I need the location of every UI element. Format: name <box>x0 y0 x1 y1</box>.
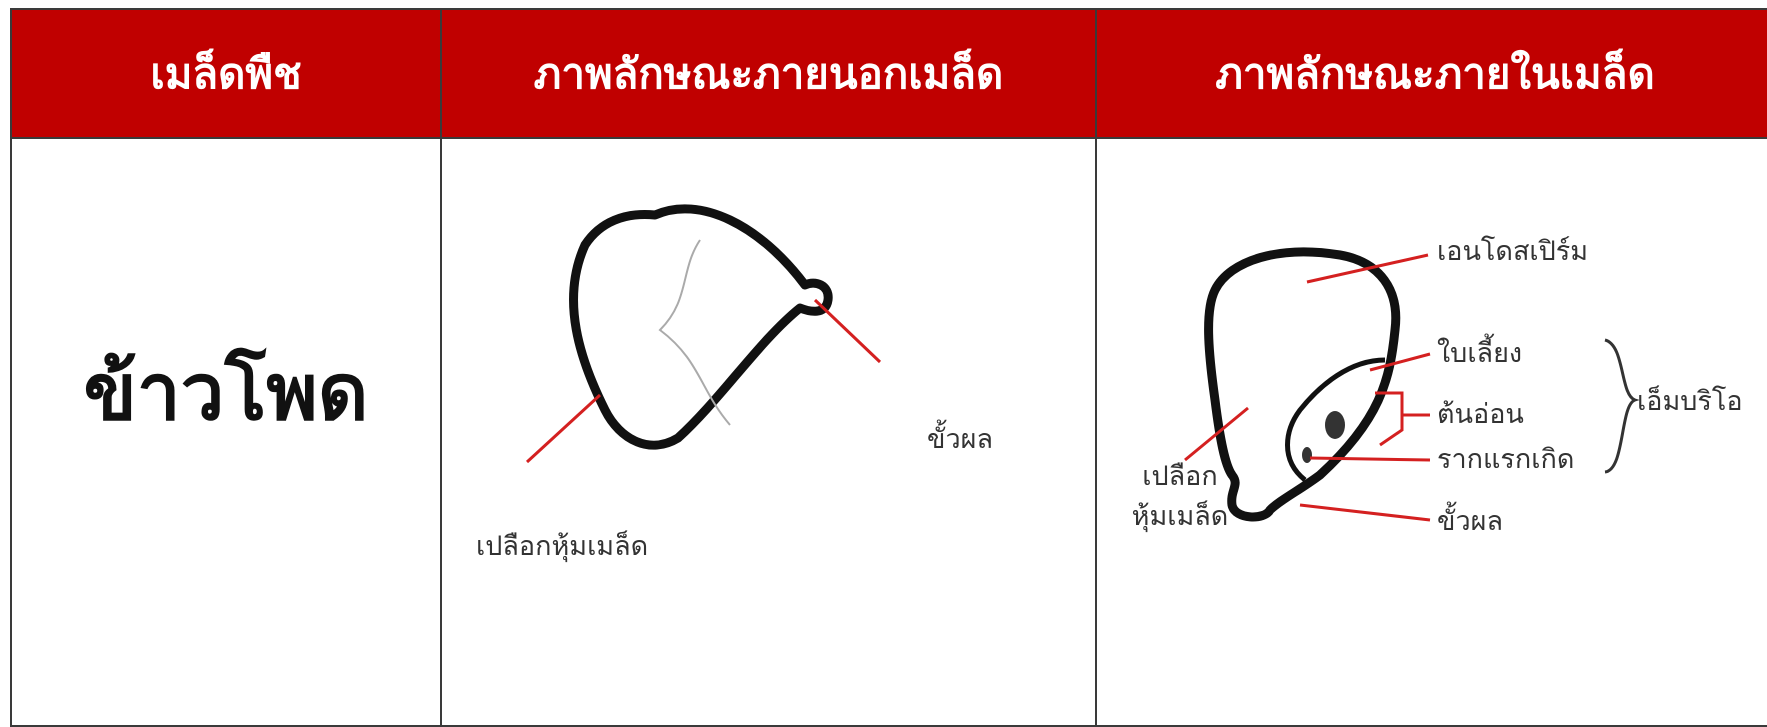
leader-line <box>1309 456 1431 462</box>
label: เอ็มบริโอ <box>1637 383 1743 417</box>
label: เอนโดสเปิร์ม <box>1437 235 1588 267</box>
label: ต้นอ่อน <box>1437 399 1524 430</box>
header-cell: เมล็ดพืช <box>10 8 442 139</box>
leader-line <box>1306 253 1429 284</box>
brace <box>1604 338 1640 474</box>
seed-name: ข้าวโพด <box>83 348 369 438</box>
leader-line <box>1184 406 1249 462</box>
radicle <box>1302 447 1312 463</box>
page: {"table": {"header": ["เมล็ดพืช", "ภาพลั… <box>10 8 1767 727</box>
leader-line <box>813 298 882 364</box>
label: รากแรกเกิด <box>1437 444 1574 475</box>
label: เปลือก <box>1142 461 1217 492</box>
embryo-outline <box>1285 357 1386 482</box>
shoot <box>1325 411 1345 439</box>
header-text: ภาพลักษณะภายนอกเมล็ด <box>533 48 1004 98</box>
label: หุ้มเมล็ด <box>1132 498 1229 533</box>
seed-outline <box>1204 247 1401 522</box>
seed-outline <box>569 204 833 450</box>
label: เปลือกหุ้มเมล็ด <box>476 528 648 563</box>
leader-line <box>1375 391 1430 447</box>
header-text: ภาพลักษณะภายในเมล็ด <box>1215 48 1655 98</box>
header-text: เมล็ดพืช <box>150 48 302 98</box>
label: ขั้วผล <box>1437 501 1503 537</box>
label: ขั้วผล <box>927 419 993 455</box>
diagrams: ขั้วผล เปลือกหุ้มเมล็ด เอนโดสเปิร์ม ใบเล… <box>476 204 1743 563</box>
seed-crease <box>658 239 731 426</box>
label: ใบเลี้ยง <box>1437 333 1522 369</box>
seed-cell: ข้าวโพด <box>10 137 442 727</box>
leader-line <box>1299 503 1431 522</box>
leader-line <box>525 393 602 464</box>
leader-line <box>1369 352 1431 372</box>
